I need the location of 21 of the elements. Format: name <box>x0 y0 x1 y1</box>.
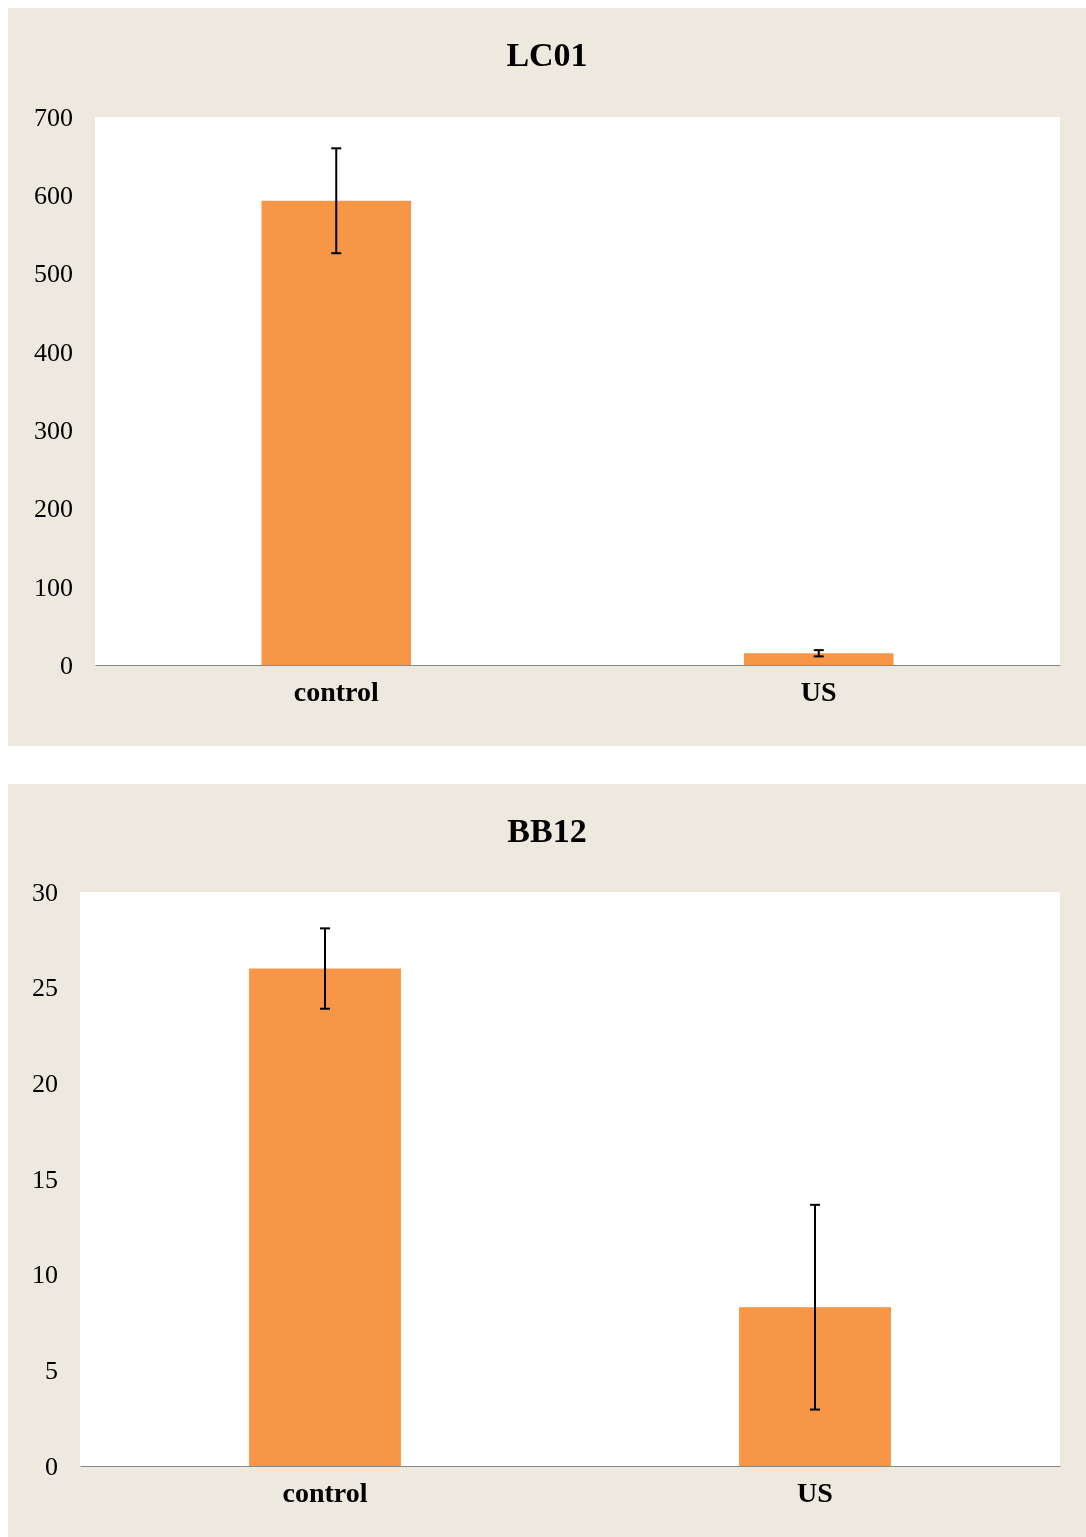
y-tick-label: 100 <box>34 572 73 602</box>
y-tick-label: 30 <box>32 877 58 907</box>
y-tick-label: 200 <box>34 494 73 524</box>
y-tick-label: 15 <box>32 1164 58 1194</box>
chart-title: BB12 <box>507 812 587 849</box>
y-tick-label: 20 <box>32 1069 58 1099</box>
chart-title: LC01 <box>506 36 588 73</box>
y-tick-label: 0 <box>45 1451 58 1481</box>
y-tick-label: 25 <box>32 973 58 1003</box>
y-tick-label: 500 <box>34 259 73 289</box>
y-tick-label: 400 <box>34 337 73 367</box>
y-tick-label: 300 <box>34 415 73 445</box>
x-tick-label: US <box>800 675 837 707</box>
x-tick-label: control <box>293 675 379 707</box>
x-tick-label: US <box>797 1476 833 1508</box>
y-tick-label: 700 <box>34 102 73 132</box>
y-tick-label: 5 <box>45 1356 58 1386</box>
y-tick-label: 600 <box>34 181 73 211</box>
x-tick-label: control <box>282 1476 368 1508</box>
y-tick-label: 0 <box>60 650 73 680</box>
y-tick-label: 10 <box>32 1260 58 1290</box>
